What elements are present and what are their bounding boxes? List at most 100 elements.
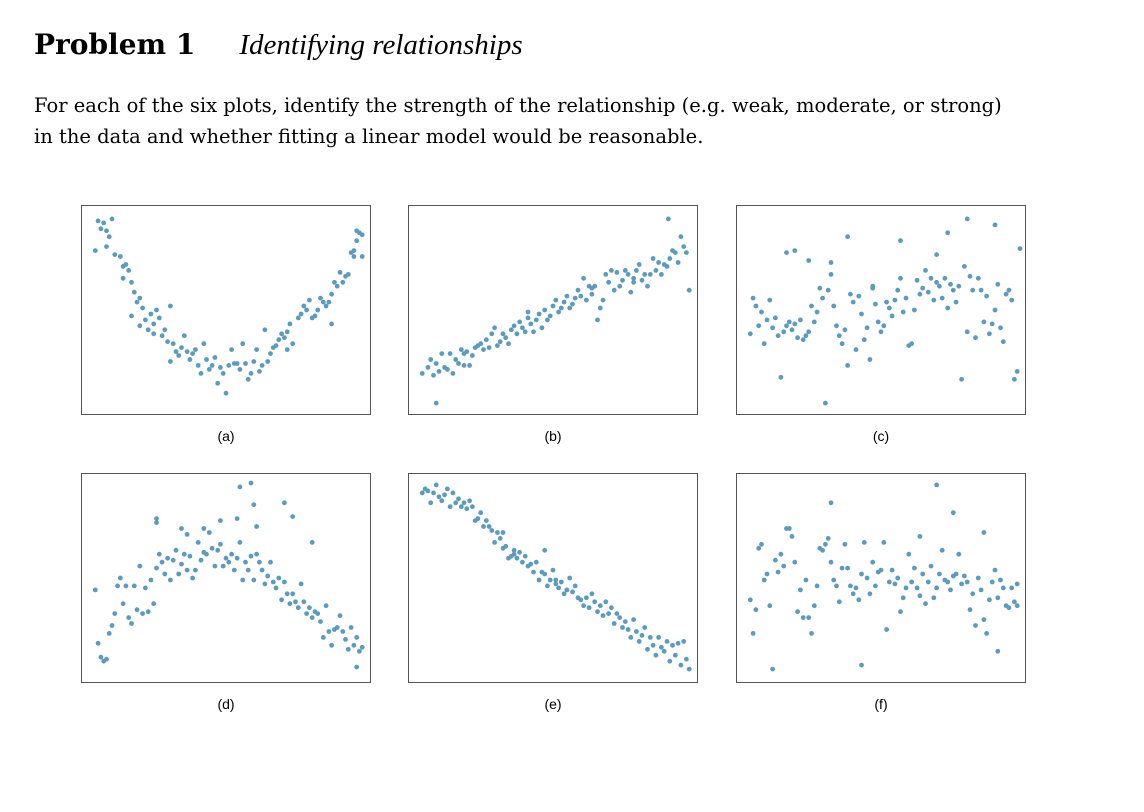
data-point	[273, 343, 279, 348]
data-point	[318, 619, 323, 624]
data-point	[597, 603, 603, 609]
data-point	[756, 545, 762, 551]
data-point	[889, 313, 895, 319]
data-point	[92, 587, 98, 593]
data-point	[917, 593, 923, 599]
data-point	[984, 631, 989, 636]
data-point	[631, 275, 636, 281]
data-point	[889, 567, 895, 573]
data-point	[245, 376, 251, 382]
data-point	[431, 490, 436, 496]
data-point	[323, 603, 329, 609]
data-point	[578, 597, 584, 603]
data-point	[168, 359, 173, 364]
data-point	[1012, 376, 1017, 382]
data-point	[1009, 585, 1015, 591]
data-point	[453, 357, 459, 362]
data-point	[670, 642, 675, 648]
data-point	[259, 363, 265, 368]
data-point	[500, 530, 506, 535]
data-point	[123, 583, 129, 589]
data-point	[856, 293, 862, 299]
data-point	[315, 307, 321, 313]
data-point	[131, 289, 137, 295]
data-point	[981, 319, 987, 325]
data-point	[934, 482, 939, 488]
data-point	[912, 307, 917, 313]
data-point	[659, 272, 664, 277]
data-point	[156, 551, 162, 557]
data-point	[620, 625, 625, 630]
data-point	[681, 244, 687, 249]
data-point	[492, 540, 497, 545]
data-point	[312, 313, 318, 319]
data-point	[458, 504, 464, 510]
data-point	[179, 526, 184, 531]
data-point	[528, 321, 534, 327]
data-point	[820, 547, 825, 553]
data-point	[159, 559, 165, 565]
data-point	[747, 597, 753, 603]
data-point	[497, 536, 503, 541]
data-point	[284, 591, 290, 597]
data-point	[784, 323, 789, 329]
data-point	[884, 299, 889, 305]
data-point	[545, 317, 550, 323]
data-point	[659, 644, 664, 650]
data-point	[906, 551, 912, 557]
data-point	[647, 272, 653, 277]
data-point	[881, 540, 887, 545]
data-point	[628, 635, 634, 640]
data-point	[878, 329, 884, 335]
data-point	[229, 551, 235, 557]
data-point	[803, 333, 809, 339]
data-point	[340, 629, 346, 634]
data-point	[290, 591, 296, 597]
data-point	[942, 275, 948, 281]
data-point	[181, 333, 187, 339]
data-point	[284, 347, 290, 352]
data-point	[118, 254, 123, 259]
data-point	[962, 573, 967, 579]
data-point	[220, 563, 226, 569]
data-point	[570, 301, 575, 307]
data-point	[1014, 581, 1020, 587]
data-point	[340, 279, 346, 285]
data-point	[268, 559, 273, 565]
data-point	[795, 335, 800, 341]
data-point	[106, 631, 112, 636]
data-point	[753, 607, 759, 613]
data-point	[522, 553, 528, 559]
data-point	[295, 605, 301, 611]
data-point	[215, 380, 221, 386]
data-point	[1012, 599, 1017, 605]
data-point	[606, 279, 611, 285]
data-point	[645, 646, 650, 652]
data-point	[223, 390, 229, 396]
data-point	[542, 571, 548, 577]
data-point	[304, 611, 309, 616]
data-point	[992, 307, 998, 313]
data-point	[547, 577, 553, 583]
data-point	[461, 363, 467, 368]
data-point	[542, 547, 548, 553]
data-point	[925, 289, 931, 295]
data-point	[892, 581, 898, 587]
data-point	[332, 279, 337, 285]
data-point	[798, 587, 803, 593]
data-point	[861, 540, 867, 545]
data-point	[254, 524, 259, 529]
data-point	[898, 238, 903, 244]
data-point	[329, 321, 334, 327]
data-point	[279, 597, 284, 603]
data-point	[678, 662, 684, 668]
data-point	[195, 363, 201, 368]
data-point	[606, 611, 611, 616]
data-point	[464, 506, 470, 512]
data-point	[964, 329, 970, 335]
data-point	[987, 597, 992, 603]
data-point	[973, 335, 978, 341]
data-point	[251, 359, 257, 364]
data-point	[967, 273, 973, 279]
data-point	[864, 325, 870, 331]
